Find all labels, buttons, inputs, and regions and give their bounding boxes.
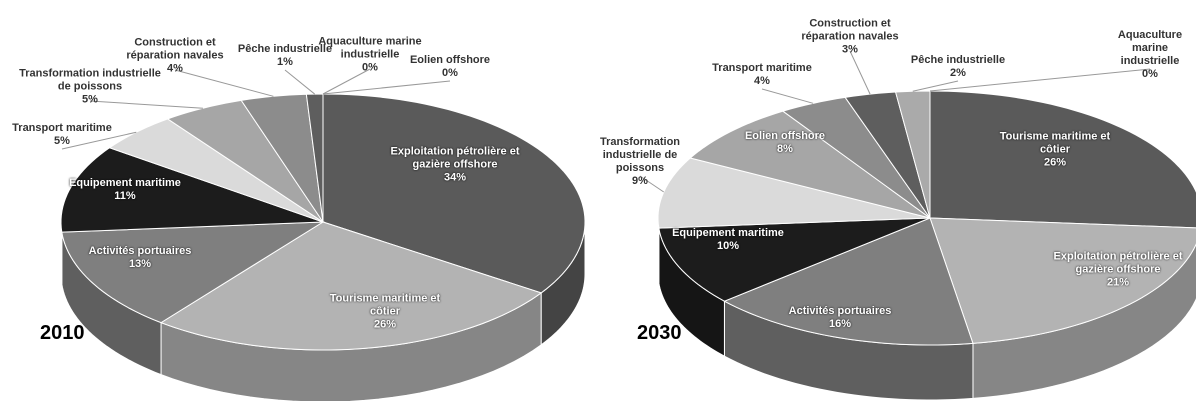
slice-value: 13% [128, 258, 152, 270]
leader-line [284, 69, 316, 95]
slice-value: 34% [443, 171, 467, 184]
slice-name: Exploitation pétrolière et gazière offsh… [1053, 250, 1183, 276]
slice-value: 5% [82, 93, 98, 106]
slice-name: Aquaculture marine industrielle [318, 35, 422, 61]
chart-title: 2010 [40, 322, 85, 344]
slice-value: 4% [754, 75, 770, 87]
leader-line [322, 80, 451, 95]
slice-value: 9% [632, 175, 648, 187]
slice-value: 2% [950, 67, 966, 79]
slice [159, 221, 543, 351]
pie [639, 50, 1196, 401]
slice-label: Tourisme maritime et côtier 26% [320, 293, 450, 332]
slice-name: Exploitation pétrolière et gazière offsh… [390, 145, 520, 171]
slice-name: Transformation industrielle de poissons [599, 136, 681, 174]
slice-name: Construction et réparation navales [801, 17, 899, 43]
slice-value: 0% [1142, 68, 1158, 80]
slice-label: Tourisme maritime et côtier 26% [990, 131, 1120, 170]
slice-label: Exploitation pétrolière et gazière offsh… [1053, 251, 1183, 290]
leader-line [639, 175, 665, 193]
slice-label: Equipement maritime 10% [668, 227, 788, 253]
slice-label: Transport maritime 5% [7, 122, 117, 148]
chart-title: 2030 [637, 322, 682, 344]
slice [166, 99, 324, 223]
slice-name: Pêche industrielle [237, 43, 333, 55]
leader-line [89, 100, 203, 109]
slice-name: Eolien offshore [744, 130, 826, 142]
slice [657, 157, 931, 229]
slice-name: Pêche industrielle [910, 54, 1006, 66]
slice-label: Transformation industrielle de poissons 5… [15, 68, 165, 107]
slice-name: Tourisme maritime et côtier [329, 292, 441, 318]
pie [60, 68, 586, 401]
leader-line [849, 50, 871, 95]
leader-line [61, 131, 137, 150]
slice-name: Construction et réparation navales [126, 36, 224, 62]
slice-label: Construction et réparation navales 4% [125, 37, 225, 76]
slice-label: Pêche industrielle 1% [235, 43, 335, 69]
slice [689, 110, 931, 219]
slice-value: 10% [716, 240, 740, 252]
slice-name: Transport maritime [712, 62, 812, 74]
slice-label: Transformation industrielle de poissons 9… [590, 136, 690, 188]
slice-label: Eolien offshore 8% [740, 130, 830, 156]
leader-line [322, 68, 371, 95]
slice-value: 16% [828, 318, 852, 330]
slice-label: Aquaculture marine industrielle 0% [1105, 29, 1195, 81]
slice [60, 147, 324, 233]
slice-name: Equipement maritime [69, 177, 181, 189]
leader-line [912, 80, 959, 92]
slice-name: Aquaculture marine industrielle [1117, 29, 1183, 67]
slice-name: Activités portuaires [788, 305, 892, 317]
slice [723, 217, 974, 346]
slice-label: Activités portuaires 13% [85, 245, 195, 271]
slice [844, 91, 931, 219]
slice-label: Transport maritime 4% [707, 62, 817, 88]
slice-label: Pêche industrielle 2% [903, 54, 1013, 80]
slice-value: 26% [1043, 156, 1067, 169]
slice-name: Transformation industrielle de poissons [19, 67, 161, 93]
slice-value: 21% [1106, 276, 1130, 289]
slice-value: 0% [362, 61, 378, 74]
slice-label: Exploitation pétrolière et gazière offsh… [380, 146, 530, 185]
leader-line [174, 69, 274, 97]
slice-name: Tourisme maritime et côtier [999, 130, 1111, 156]
slice [61, 221, 325, 324]
slice-value: 1% [277, 56, 293, 68]
slice-name: Equipement maritime [672, 227, 784, 239]
slice-value: 3% [842, 43, 858, 56]
slice-value: 26% [373, 318, 397, 331]
slice [929, 90, 1196, 229]
slice-value: 8% [777, 143, 793, 155]
slice [781, 96, 931, 219]
slice-value: 4% [167, 62, 183, 75]
slice-label: Aquaculture marine industrielle 0% [315, 36, 425, 75]
slice-name: Eolien offshore [409, 54, 491, 66]
slice-value: 11% [114, 190, 136, 202]
slice [658, 217, 931, 302]
slice-value: 0% [442, 67, 458, 79]
slice-value: 5% [54, 135, 70, 147]
slice-name: Transport maritime [12, 122, 112, 134]
slice-label: Equipement maritime 11% [65, 177, 185, 203]
leader-line [929, 68, 1151, 92]
slice [929, 217, 1196, 344]
slice-label: Activités portuaires 16% [775, 305, 905, 331]
slice-name: Activités portuaires [88, 245, 192, 257]
slice-label: Construction et réparation navales 3% [795, 18, 905, 57]
slice-label: Eolien offshore 0% [405, 54, 495, 80]
leader-line [761, 88, 814, 104]
